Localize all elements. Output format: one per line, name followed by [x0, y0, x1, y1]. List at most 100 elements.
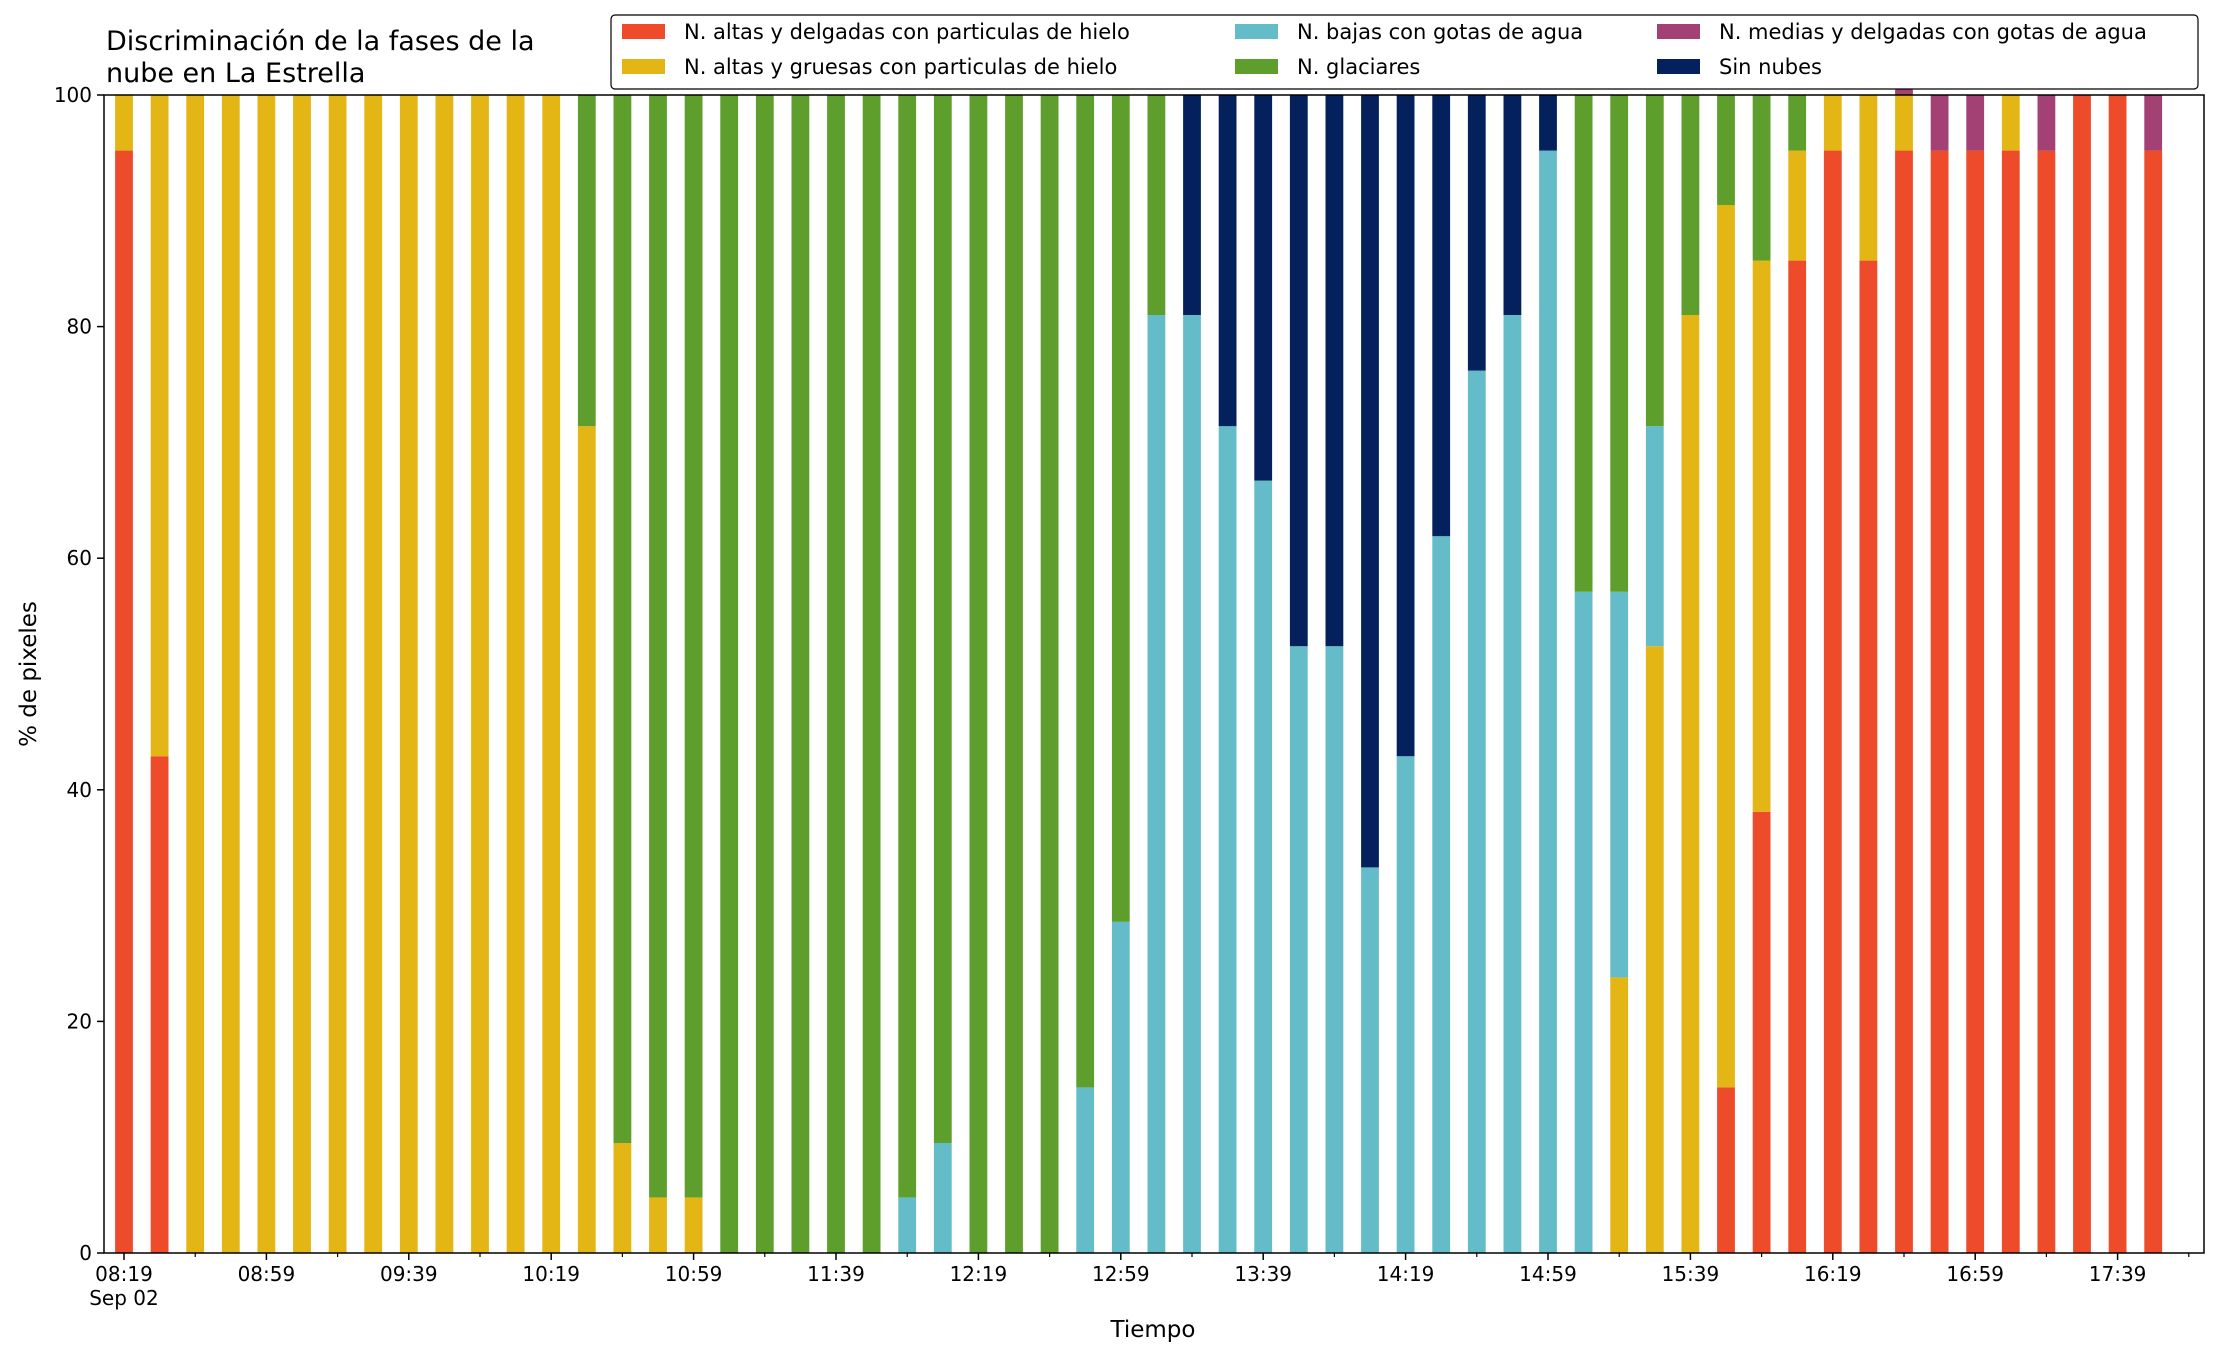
bar-segment [2037, 95, 2056, 151]
legend-swatch [622, 24, 665, 39]
bar-segment [1503, 95, 1522, 316]
bar-segment [150, 95, 169, 757]
legend-swatch [1235, 24, 1278, 39]
x-tick-label: 11:39 [807, 1262, 865, 1286]
bar-segment [684, 95, 703, 1198]
bar-segment [1966, 150, 1985, 1254]
x-tick-label: 16:59 [1946, 1262, 2004, 1286]
legend-label: N. glaciares [1297, 55, 1420, 79]
bar-segment [684, 1197, 703, 1253]
legend-label: N. bajas con gotas de agua [1297, 20, 1583, 44]
bar-segment [1396, 756, 1415, 1253]
bar-segment [1788, 260, 1807, 1254]
bar-segment [1610, 95, 1629, 592]
bar-segment [1645, 646, 1664, 1253]
bar-segment [1752, 811, 1771, 1253]
bar-segment [969, 95, 988, 1253]
bar-segment [2037, 150, 2056, 1254]
legend-swatch [1657, 59, 1700, 74]
bar-segment [2108, 95, 2127, 1253]
x-tick-label: 09:39 [380, 1262, 438, 1286]
bar-segment [1325, 95, 1344, 647]
bar-segment [435, 95, 454, 1253]
bar-segment [1645, 426, 1664, 647]
x-axis-label: Tiempo [1110, 1317, 1196, 1343]
bar-segment [613, 95, 632, 1143]
bar-segment [1289, 646, 1308, 1253]
bar-segment [1681, 315, 1700, 1253]
x-tick-label: 17:39 [2089, 1262, 2147, 1286]
bar-segment [827, 95, 845, 1253]
bar-segment [1610, 591, 1629, 978]
y-axis-label: % de pixeles [16, 601, 42, 747]
bar-segment [1895, 150, 1913, 1254]
bar-segment [1432, 536, 1451, 1253]
bar-segment [1539, 95, 1557, 151]
bar-segment [1183, 315, 1201, 1253]
bar-segment [613, 1142, 632, 1253]
bar-segment [1930, 95, 1949, 151]
bar-segment [1183, 95, 1201, 316]
bar-segment [364, 95, 383, 1253]
bar-segment [649, 1197, 667, 1253]
legend-swatch [1235, 59, 1278, 74]
bar-segment [506, 95, 525, 1253]
x-tick-label: 10:19 [522, 1262, 580, 1286]
bar-segment [1788, 150, 1807, 261]
bar-segment [2001, 95, 2020, 151]
bar-segment [862, 95, 881, 1253]
bar-segment [115, 150, 133, 1254]
bar-segment [1111, 921, 1130, 1253]
bar-segment [577, 426, 596, 1253]
bar-segment [577, 95, 596, 427]
x-tick-label: 14:19 [1377, 1262, 1435, 1286]
bar-segment [1254, 480, 1273, 1253]
bar-segment [1503, 315, 1522, 1253]
bar-segment [898, 95, 917, 1198]
y-tick-label: 60 [67, 546, 92, 570]
bar-segment [720, 95, 739, 1253]
bar-segment [1717, 205, 1735, 1088]
legend-box [610, 14, 2199, 90]
bar-segment [1717, 1087, 1735, 1253]
bar-segment [1076, 95, 1095, 1088]
legend: N. altas y delgadas con particulas de hi… [610, 14, 2199, 90]
bar-segment [1076, 1087, 1095, 1253]
bar-segment [898, 1197, 917, 1253]
x-tick-label: 12:19 [950, 1262, 1008, 1286]
y-tick-label: 20 [67, 1009, 92, 1033]
x-tick-label: 10:59 [665, 1262, 723, 1286]
bar-segment [542, 95, 561, 1253]
bar-segment [1681, 95, 1700, 316]
bar-segment [1610, 977, 1629, 1253]
bars-layer [115, 39, 2163, 1254]
bar-segment [1823, 95, 1842, 151]
bar-segment [1930, 150, 1949, 1254]
chart-title: Discriminación de la fases de la nube en … [106, 26, 535, 89]
bar-segment [1254, 95, 1273, 481]
x-tick-label: 08:19 Sep 02 [89, 1262, 159, 1310]
legend-label: N. altas y gruesas con particulas de hie… [684, 55, 1117, 79]
bar-segment [1111, 95, 1130, 922]
bar-segment [1396, 95, 1415, 757]
bar-segment [1752, 260, 1771, 812]
x-tick-label: 08:59 [238, 1262, 296, 1286]
bar-segment [1895, 95, 1913, 151]
bar-segment [2001, 150, 2020, 1254]
bar-segment [933, 1142, 952, 1253]
bar-segment [1147, 315, 1166, 1253]
axes-layer: 0 20 40 60 80 100 08:19 Sep 02 08:59 09:39 10:19 10… [54, 83, 2205, 1310]
x-tick-label: 16:19 [1804, 1262, 1862, 1286]
bar-segment [933, 95, 952, 1143]
bar-segment [1574, 95, 1593, 592]
bar-segment [1218, 95, 1237, 427]
bar-segment [328, 95, 347, 1253]
bar-segment [2144, 150, 2163, 1254]
bar-segment [1218, 426, 1237, 1253]
bar-segment [2073, 95, 2091, 1253]
bar-segment [1966, 95, 1985, 151]
bar-segment [1467, 370, 1486, 1254]
bar-segment [186, 95, 205, 1253]
bar-segment [1539, 150, 1557, 1254]
